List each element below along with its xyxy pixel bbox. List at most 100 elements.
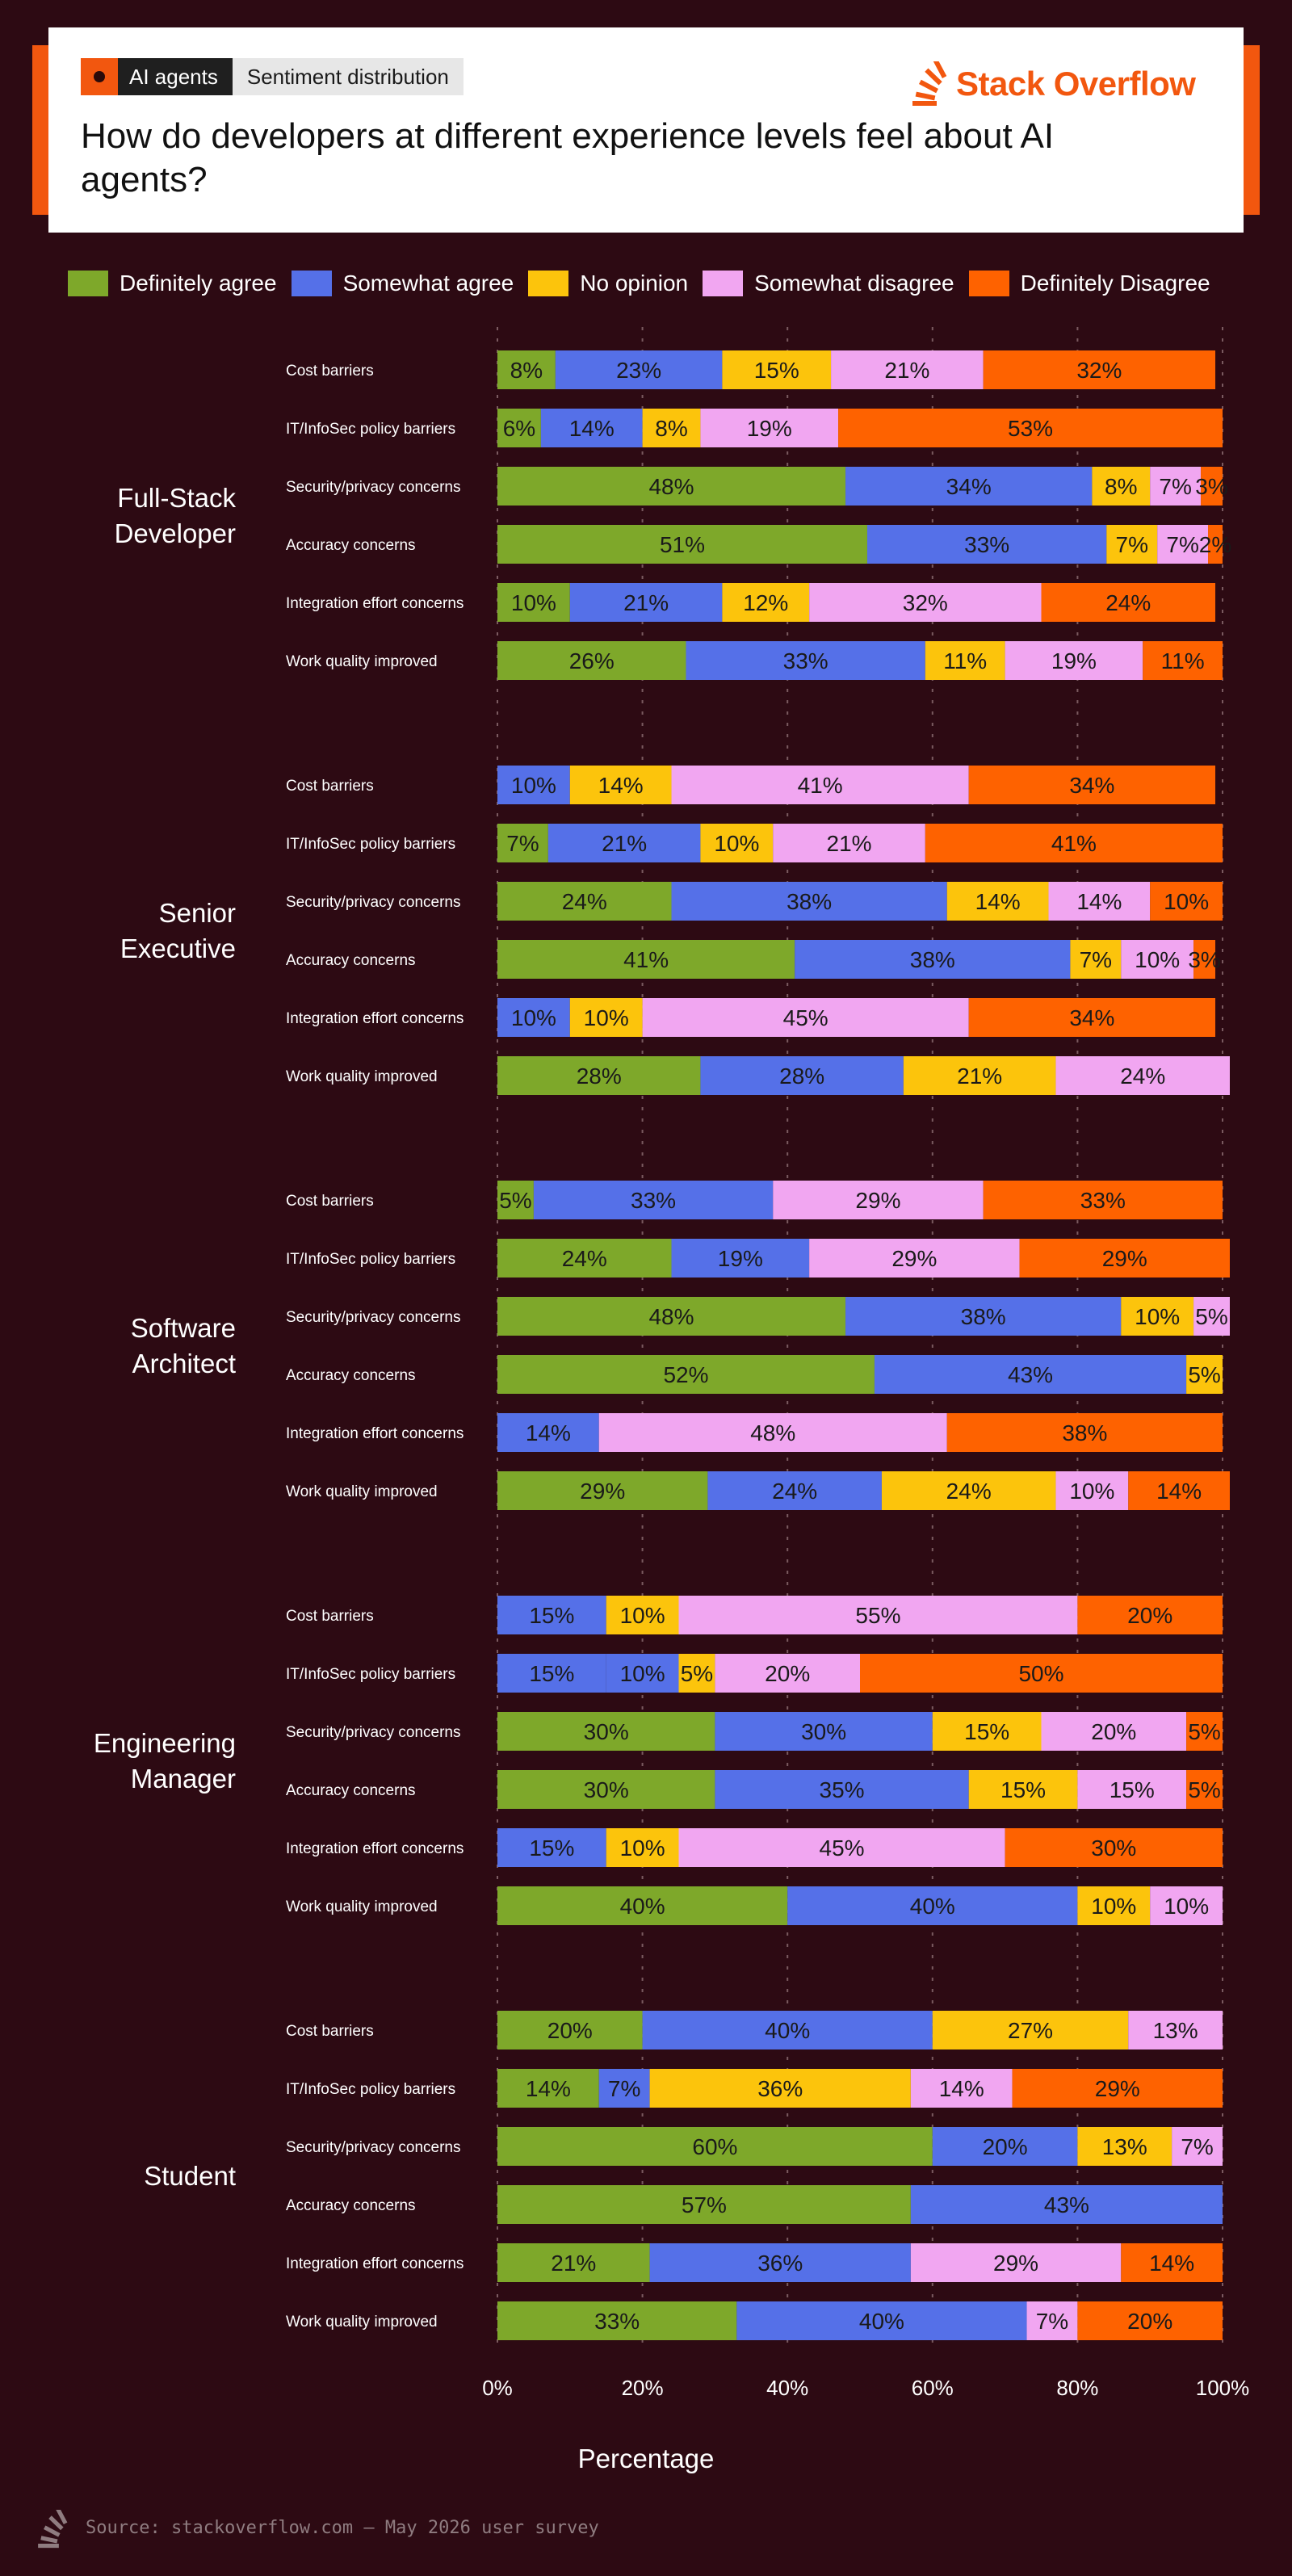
bar-segment — [540, 409, 643, 447]
data-label: 7% — [1166, 532, 1198, 557]
bar-segment — [1092, 467, 1151, 506]
data-label: 11% — [1161, 648, 1205, 673]
data-label: 36% — [757, 2251, 803, 2276]
data-label: 14% — [526, 1420, 571, 1445]
data-label: 7% — [1116, 532, 1148, 557]
bar-segment — [1041, 1712, 1187, 1751]
bar-segment — [497, 1056, 701, 1095]
bar-segment — [795, 940, 1071, 979]
bar-segment — [932, 2011, 1129, 2049]
x-tick-label: 20% — [622, 2376, 664, 2400]
bar-segment — [1005, 1828, 1223, 1867]
data-label: 29% — [1095, 2076, 1140, 2101]
bar-segment — [1201, 467, 1223, 506]
data-label: 34% — [1069, 773, 1114, 798]
data-label: 10% — [511, 590, 556, 615]
bar-segment — [497, 1181, 534, 1219]
bar-segment — [722, 583, 810, 622]
bar-segment — [497, 766, 570, 804]
data-label: 48% — [648, 1304, 694, 1329]
data-label: 38% — [787, 889, 832, 914]
bar-segment — [773, 1181, 984, 1219]
data-label: 35% — [820, 1777, 865, 1802]
data-label: 38% — [961, 1304, 1006, 1329]
data-label: 34% — [946, 474, 992, 499]
row-label: Security/privacy concerns — [286, 479, 460, 496]
bar-segment — [1077, 1886, 1151, 1925]
data-label: 10% — [511, 773, 556, 798]
bar-segment — [932, 2127, 1078, 2166]
data-label: 24% — [772, 1479, 817, 1504]
row-label: IT/InfoSec policy barriers — [286, 836, 455, 853]
data-label: 14% — [1149, 2251, 1194, 2276]
bar-segment — [497, 641, 686, 680]
bar-segment — [1055, 1471, 1129, 1510]
row-label: IT/InfoSec policy barriers — [286, 2081, 455, 2098]
data-label: 14% — [975, 889, 1021, 914]
data-label: 6% — [503, 416, 535, 441]
data-label: 30% — [584, 1777, 629, 1802]
data-label: 5% — [1195, 1304, 1227, 1329]
x-axis-label: Percentage — [578, 2444, 715, 2473]
data-label: 20% — [547, 2018, 593, 2043]
data-label: 20% — [765, 1661, 810, 1686]
row-label: Integration effort concerns — [286, 1010, 464, 1027]
bar-segment — [497, 2301, 737, 2340]
bar-segment — [686, 641, 925, 680]
bar-segment — [707, 1471, 882, 1510]
data-label: 10% — [1164, 889, 1209, 914]
bar-segment — [968, 766, 1216, 804]
data-label: 7% — [1181, 2134, 1213, 2159]
data-label: 21% — [551, 2251, 596, 2276]
bar-segment — [845, 467, 1093, 506]
bar-segment — [1150, 467, 1202, 506]
bar-segment — [497, 1413, 599, 1452]
bar-segment — [1193, 940, 1216, 979]
data-label: 51% — [660, 532, 705, 557]
bar-segment — [497, 882, 672, 921]
data-label: 3% — [1195, 474, 1227, 499]
data-label: 10% — [584, 1005, 629, 1030]
data-label: 15% — [529, 1836, 574, 1861]
data-label: 36% — [757, 2076, 803, 2101]
data-label: 28% — [577, 1064, 622, 1089]
bar-segment — [1143, 641, 1223, 680]
bar-segment — [678, 1654, 715, 1693]
data-label: 53% — [1008, 416, 1053, 441]
row-label: Work quality improved — [286, 2314, 438, 2331]
data-label: 15% — [1000, 1777, 1046, 1802]
bar-segment — [1150, 1886, 1223, 1925]
x-tick-label: 40% — [766, 2376, 808, 2400]
row-label: Security/privacy concerns — [286, 2139, 460, 2156]
bar-segment — [715, 1770, 969, 1809]
bar-segment — [1186, 1770, 1223, 1809]
bar-segment — [1157, 525, 1209, 564]
data-label: 60% — [692, 2134, 737, 2159]
bar-segment — [1128, 1471, 1230, 1510]
bar-segment — [497, 940, 795, 979]
legend-label: Somewhat agree — [342, 271, 514, 296]
data-label: 10% — [620, 1661, 665, 1686]
bar-segment — [1128, 2011, 1223, 2049]
bar-segment — [547, 824, 701, 862]
data-label: 41% — [623, 947, 669, 972]
bar-segment — [606, 1828, 679, 1867]
bar-segment — [606, 1596, 679, 1634]
data-label: 15% — [529, 1661, 574, 1686]
bar-segment — [1005, 641, 1143, 680]
legend-swatch — [703, 271, 744, 296]
bar-segment — [497, 1471, 708, 1510]
tag-ai-agents: AI agents — [81, 58, 233, 95]
bar-segment — [983, 1181, 1223, 1219]
data-label: 50% — [1018, 1661, 1063, 1686]
bar-segment — [1012, 2069, 1223, 2108]
row-label: Accuracy concerns — [286, 1782, 416, 1799]
row-label: Cost barriers — [286, 2023, 374, 2040]
data-label: 21% — [623, 590, 669, 615]
bar-segment — [925, 824, 1223, 862]
bar-segment — [910, 2185, 1223, 2224]
group-label: Student — [144, 2161, 236, 2191]
data-label: 45% — [783, 1005, 828, 1030]
bar-segment — [1077, 2127, 1172, 2166]
